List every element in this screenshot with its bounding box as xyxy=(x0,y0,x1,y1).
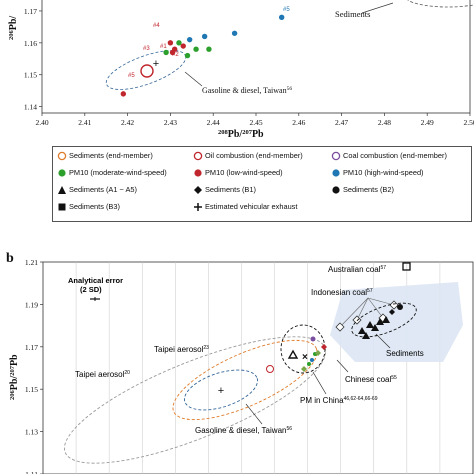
point-label-3: #3 xyxy=(143,46,150,52)
svg-text:×: × xyxy=(302,352,308,363)
sediments-label-a: Sediments xyxy=(335,9,370,19)
panel-b-y-tick-label: 1.17 xyxy=(25,343,38,352)
legend-item: PM10 (high-wind-speed) xyxy=(331,168,424,178)
chinese-coal-region xyxy=(330,282,463,362)
panel-b-y-tick-label: 1.21 xyxy=(25,258,38,267)
panel-a-data-point xyxy=(186,36,193,43)
panel-a-x-tick-label: 2.41 xyxy=(78,118,91,127)
sediments-leader-a xyxy=(361,2,394,14)
point-label-4: #4 xyxy=(153,23,160,29)
legend-item: Sediments (end-member) xyxy=(57,151,153,161)
panel-a-xlabel: 208Pb/207Pb xyxy=(218,129,264,140)
legend-item: Sediments (B2) xyxy=(331,185,394,195)
panel-a-data-point xyxy=(184,52,191,59)
pm-china-points: × xyxy=(287,336,327,372)
legend-item: PM10 (low-wind-speed) xyxy=(193,168,283,178)
pm-china-ellipse xyxy=(280,324,326,374)
point-label-2: #2 xyxy=(172,52,179,58)
panel-a-data-point xyxy=(163,49,169,56)
gasoline-ellipse-b xyxy=(184,369,258,411)
panel-a-y-tick-label: 1.16 xyxy=(24,39,37,48)
panel-b-plot-frame xyxy=(42,261,474,474)
panel-b-y-tick-label: 1.11 xyxy=(25,470,38,474)
panel-b-y-tick-label: 1.15 xyxy=(25,385,38,394)
legend-item: PM10 (moderate-wind-speed) xyxy=(57,168,167,178)
sediments-ellipse-a xyxy=(407,0,474,8)
point-label-1: #1 xyxy=(160,44,167,50)
legend-item: Sediments (B1) xyxy=(193,185,256,195)
indonesian-coal-leaders xyxy=(339,297,395,328)
panel-b-label: b xyxy=(6,251,14,266)
gasoline-label-b: Gasoline & diesel, Taiwan56 xyxy=(195,426,292,435)
sediment-triangles xyxy=(358,316,390,339)
panel-a-plot-frame xyxy=(41,0,471,114)
analytical-error-sd: (2 SD) xyxy=(80,285,102,294)
panel-a-data-point xyxy=(206,46,212,52)
panel-a-data-point xyxy=(193,46,199,52)
indonesian-coal-label: Indonesian coal57 xyxy=(311,288,373,297)
point-label-5-blue: #5 xyxy=(283,7,290,13)
panel-a-y-tick-label: 1.17 xyxy=(24,7,37,16)
taipei-aerosol-20-ellipse xyxy=(63,336,327,464)
gasoline-label-a: Gasoline & diesel, Taiwan56 xyxy=(202,86,292,95)
vehicular-plus-b: + xyxy=(218,385,224,397)
panel-a-data-point xyxy=(176,40,182,46)
panel-a-data-point xyxy=(231,30,238,36)
panel-a: 206Pb/ 1.14 1.15 1.16 1.17 2.40 2.41 2.42 2.43… xyxy=(8,0,474,140)
panel-b: b 1.21 1.19 1.17 1.15 1.13 1.11 206Pb/207Pb A… xyxy=(6,251,474,474)
panel-a-x-tick-label: 2.44 xyxy=(207,118,220,127)
panel-a-y-tick-label: 1.15 xyxy=(24,71,37,80)
legend-item: Estimated vehicular exhaust xyxy=(194,202,298,212)
legend-item: Sediments (A1 ~ A5) xyxy=(57,185,137,195)
panel-a-data-point xyxy=(120,91,127,97)
australian-coal-label: Australian coal57 xyxy=(328,265,386,274)
panel-a-x-tick-label: 2.47 xyxy=(335,118,348,127)
panel-b-y-tick-label: 1.13 xyxy=(25,428,38,437)
oil-combustion-endmember xyxy=(140,64,154,78)
vehicular-exhaust-plus: + xyxy=(153,58,159,70)
legend-item: Sediments (B3) xyxy=(57,202,120,212)
analytical-error-label: Analytical error xyxy=(68,276,123,285)
legend-item: Oil combustion (end-member) xyxy=(193,151,303,161)
sediments-leader-b xyxy=(375,333,391,349)
panel-a-ylabel: 206Pb/ xyxy=(8,16,19,40)
oil-combustion-b xyxy=(266,365,274,373)
sediment-b2-point xyxy=(397,304,403,310)
gasoline-leader-b xyxy=(245,403,263,425)
sediment-b1-point xyxy=(389,309,395,315)
panel-a-data-point xyxy=(180,43,186,49)
taipei-aerosol-23-label: Taipei aerosol23 xyxy=(154,345,209,354)
taipei-aerosol-23-ellipse xyxy=(172,339,318,421)
panel-b-y-tick-label: 1.19 xyxy=(25,300,38,309)
panel-a-y-tick-label: 1.14 xyxy=(24,103,37,112)
chinese-coal-leader xyxy=(336,359,349,373)
sediments-ellipse-b xyxy=(351,302,417,338)
pm-china-leader xyxy=(312,371,327,395)
gasoline-leader-a xyxy=(184,71,203,87)
legend: Sediments (end-member) Oil combustion (e… xyxy=(52,146,472,222)
panel-a-x-tick-label: 2.49 xyxy=(421,118,434,127)
chinese-coal-label: Chinese coal55 xyxy=(345,375,397,384)
panel-a-x-tick-label: 2.42 xyxy=(121,118,134,127)
panel-b-ylabel: 206Pb/207Pb xyxy=(9,354,20,400)
point-label-5-red: #5 xyxy=(128,73,135,79)
panel-a-x-tick-label: 2.48 xyxy=(378,118,391,127)
panel-a-x-tick-label: 2.46 xyxy=(292,118,305,127)
pm-china-label: PM in China46,62-64,66-69 xyxy=(300,396,378,405)
legend-item: Coal combustion (end-member) xyxy=(331,151,447,161)
panel-a-x-tick-label: 2.43 xyxy=(164,118,177,127)
panel-a-data-point xyxy=(278,14,285,21)
sediments-label-b: Sediments xyxy=(386,349,424,358)
panel-a-x-tick-label: 2.50 xyxy=(463,118,474,127)
taipei-aerosol-20-label: Taipei aerosol20 xyxy=(75,370,130,379)
panel-a-data-point xyxy=(169,49,176,56)
panel-a-data-point xyxy=(167,40,174,46)
panel-a-x-tick-label: 2.45 xyxy=(249,118,262,127)
australian-coal-marker xyxy=(402,262,411,271)
indonesian-coal-markers xyxy=(335,300,399,332)
panel-a-x-tick-label: 2.40 xyxy=(35,118,48,127)
panel-a-data-point xyxy=(201,33,208,40)
